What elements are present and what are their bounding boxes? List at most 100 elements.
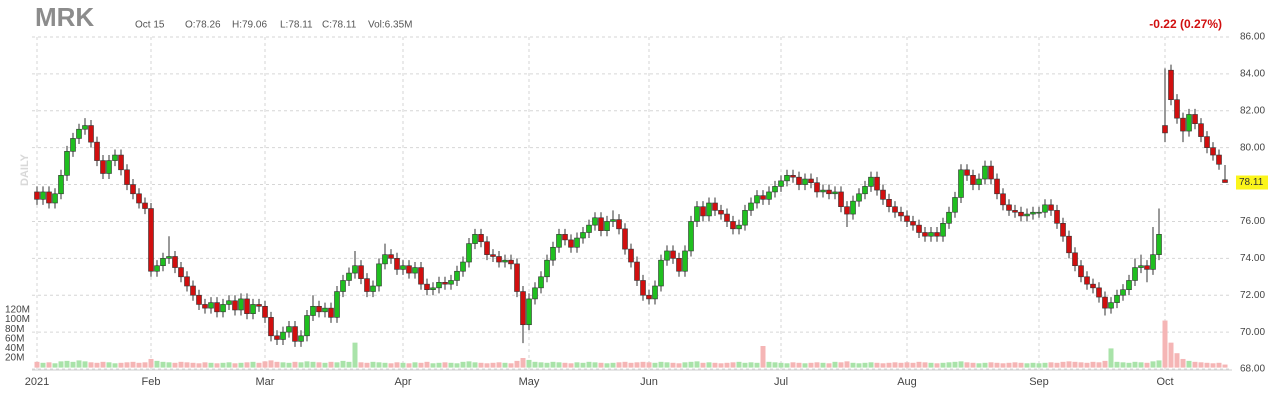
volume-bar xyxy=(706,362,712,368)
volume-bar xyxy=(868,362,874,368)
volume-bar xyxy=(946,362,952,368)
y2-tick-label: 80M xyxy=(5,324,24,335)
candle-body xyxy=(436,282,442,289)
volume-bar xyxy=(400,362,406,368)
candle-body xyxy=(538,276,544,289)
candle-body xyxy=(382,254,388,265)
volume-bar xyxy=(1210,363,1216,368)
volume-bar xyxy=(790,362,796,368)
candle-body xyxy=(1180,117,1186,132)
candle-body xyxy=(472,234,478,244)
y2-tick-label: 100M xyxy=(5,314,30,325)
volume-bar xyxy=(280,362,286,368)
candle-body xyxy=(604,221,610,231)
candle-body xyxy=(352,265,358,274)
volume-bar xyxy=(184,362,190,368)
candle-body xyxy=(316,305,322,313)
volume-bar xyxy=(214,363,220,368)
volume-bar xyxy=(1168,342,1174,368)
volume-bar xyxy=(838,362,844,368)
volume-bar xyxy=(46,362,52,368)
candle-body xyxy=(886,199,892,207)
volume-bar xyxy=(1078,362,1084,368)
volume-bar xyxy=(886,362,892,368)
volume-bar xyxy=(1090,361,1096,368)
candle-body xyxy=(928,232,934,237)
y-tick-label: 74.00 xyxy=(1240,253,1265,264)
volume-bar xyxy=(880,363,886,368)
volume-bar xyxy=(508,363,514,368)
volume-bar xyxy=(652,362,658,368)
y2-tick-label: 120M xyxy=(5,305,30,316)
volume-bar xyxy=(562,362,568,368)
volume-bar xyxy=(616,362,622,368)
volume-bar xyxy=(178,361,184,368)
candle-body xyxy=(586,224,592,233)
candle-body xyxy=(532,287,538,300)
volume-bar xyxy=(586,361,592,368)
volume-bar xyxy=(826,363,832,368)
candle-body xyxy=(520,291,526,326)
volume-bar xyxy=(1192,361,1198,368)
volume-bar xyxy=(1150,361,1156,368)
volume-bar xyxy=(856,363,862,368)
candle-body xyxy=(502,259,508,263)
candle-body xyxy=(832,191,838,195)
volume-bar xyxy=(34,361,40,368)
candle-body xyxy=(1156,234,1162,255)
candle-body xyxy=(442,282,448,285)
volume-bar xyxy=(550,361,556,368)
candle-body xyxy=(1012,210,1018,213)
volume-bar xyxy=(160,361,166,368)
x-tick-label: Aug xyxy=(897,376,917,388)
volume-bar xyxy=(598,362,604,368)
volume-bar xyxy=(112,363,118,368)
candle-body xyxy=(202,304,208,309)
candle-body xyxy=(100,160,106,174)
candle-body xyxy=(1102,296,1108,309)
candle-body xyxy=(790,175,796,178)
volume-bar xyxy=(712,362,718,368)
volume-bar xyxy=(580,362,586,368)
candle-body xyxy=(916,224,922,233)
volume-bar xyxy=(82,361,88,368)
volume-bar xyxy=(1144,362,1150,368)
candle-body xyxy=(160,258,166,267)
x-tick-label: Oct xyxy=(1156,376,1173,388)
volume-bar xyxy=(448,362,454,368)
candle-body xyxy=(1120,289,1126,296)
volume-bar xyxy=(1126,362,1132,368)
volume-bar xyxy=(796,362,802,368)
candle-body xyxy=(718,210,724,215)
candle-body xyxy=(370,285,376,292)
volume-bar xyxy=(256,362,262,368)
candle-body xyxy=(934,232,940,237)
volume-bar xyxy=(76,360,82,368)
volume-bar xyxy=(364,362,370,368)
volume-bar xyxy=(742,362,748,368)
volume-bar xyxy=(208,362,214,368)
candle-body xyxy=(562,234,568,241)
candle-body xyxy=(1024,213,1030,217)
volume-bar xyxy=(490,362,496,368)
candle-body xyxy=(670,250,676,259)
volume-bar xyxy=(640,361,646,368)
volume-bar xyxy=(226,362,232,368)
candle-body xyxy=(688,221,694,252)
candle-body xyxy=(460,261,466,272)
candle-body xyxy=(766,191,772,200)
volume-bar xyxy=(538,362,544,368)
volume-bar xyxy=(238,362,244,368)
volume-bar xyxy=(556,362,562,368)
candle-body xyxy=(118,154,124,171)
x-tick-label: Feb xyxy=(142,376,161,388)
volume-bar xyxy=(298,362,304,368)
x-tick-label: 2021 xyxy=(25,376,49,388)
volume-bar xyxy=(502,362,508,368)
candle-body xyxy=(760,195,766,200)
volume-bar xyxy=(454,363,460,368)
volume-bar xyxy=(352,342,358,368)
volume-bar xyxy=(334,362,340,368)
volume-bar xyxy=(484,363,490,368)
candle-body xyxy=(1138,265,1144,268)
